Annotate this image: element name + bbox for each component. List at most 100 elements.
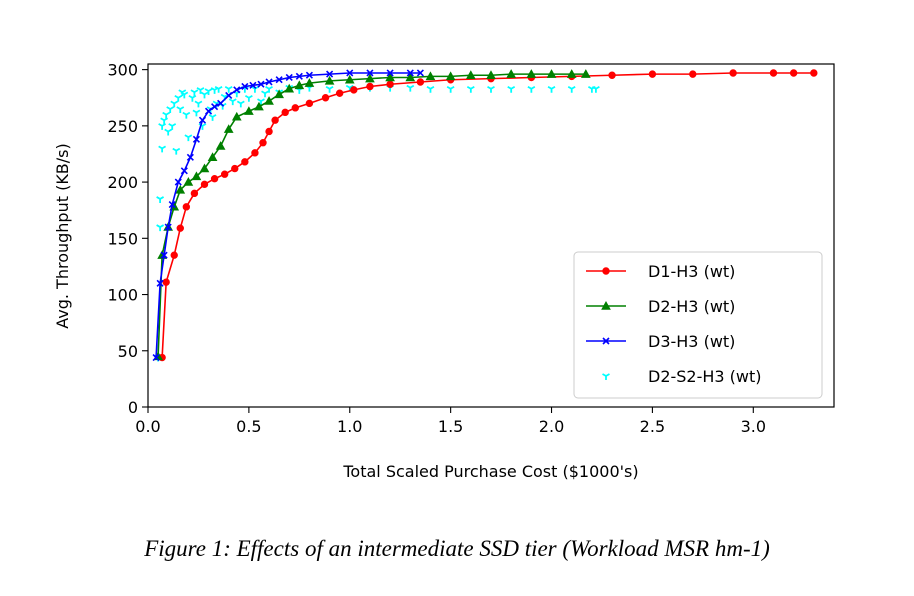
- data-point: [176, 106, 185, 113]
- data-point: [254, 101, 264, 111]
- data-point: [231, 164, 239, 173]
- legend-item: D3-H3 (wt): [586, 332, 735, 351]
- data-point: [506, 69, 517, 78]
- data-point: [192, 135, 200, 143]
- y-axis: 0 50 100 150 200 250 300: [107, 61, 148, 417]
- data-point: [168, 123, 177, 130]
- data-point: [385, 72, 395, 82]
- data-point: [648, 70, 657, 78]
- data-point: [326, 70, 334, 78]
- data-point: [188, 94, 197, 102]
- data-point: [526, 69, 537, 78]
- data-point: [172, 147, 181, 155]
- x-tick-label: 2.0: [539, 417, 564, 436]
- data-point: [160, 251, 168, 259]
- data-point: [182, 203, 191, 211]
- series-4: [154, 84, 600, 362]
- data-point: [244, 106, 254, 115]
- y-tick-label: 300: [107, 61, 138, 80]
- data-point: [156, 279, 164, 287]
- y-tick-label: 200: [107, 173, 138, 192]
- plot-frame: [147, 63, 835, 408]
- data-point: [200, 180, 209, 189]
- data-point: [204, 88, 213, 95]
- data-point: [162, 111, 171, 119]
- data-point: [295, 72, 303, 80]
- data-point: [580, 69, 591, 78]
- legend-marker: [601, 300, 611, 310]
- legend-marker: [602, 267, 610, 275]
- data-point: [180, 167, 188, 175]
- data-point: [183, 177, 194, 186]
- y-tick-label: 0: [128, 398, 138, 417]
- legend-item: D1-H3 (wt): [586, 262, 735, 281]
- data-point: [265, 85, 273, 93]
- data-point: [294, 80, 305, 90]
- data-point: [225, 91, 233, 100]
- data-point: [591, 85, 600, 93]
- data-point: [200, 91, 209, 99]
- series-2: [153, 69, 591, 361]
- data-point: [224, 85, 233, 93]
- data-point: [228, 98, 237, 106]
- data-point: [174, 178, 182, 186]
- y-tick-label: 250: [107, 117, 138, 136]
- plot-area: [152, 69, 818, 362]
- legend-label: D2-H3 (wt): [648, 297, 735, 316]
- data-point: [445, 71, 456, 81]
- data-point: [152, 353, 160, 362]
- data-point: [284, 83, 295, 93]
- data-point: [265, 127, 273, 136]
- data-point: [156, 224, 165, 232]
- data-point: [158, 123, 167, 130]
- data-point: [416, 78, 425, 86]
- series-line: [157, 73, 586, 357]
- data-point: [465, 70, 476, 79]
- data-point: [168, 201, 176, 209]
- series-1: [158, 69, 818, 362]
- data-point: [198, 116, 207, 124]
- data-point: [199, 163, 210, 173]
- legend-label: D3-H3 (wt): [648, 332, 735, 351]
- legend-item: D2-S2-H3 (wt): [602, 367, 762, 386]
- data-point: [170, 100, 179, 108]
- y-tick-label: 50: [118, 342, 138, 361]
- data-point: [174, 94, 183, 102]
- data-point: [305, 99, 314, 108]
- data-point: [729, 69, 737, 77]
- legend-marker: [602, 337, 610, 345]
- data-point: [546, 69, 557, 78]
- data-point: [271, 116, 279, 124]
- data-point: [164, 128, 173, 136]
- data-point: [446, 85, 455, 93]
- x-tick-label: 3.0: [741, 417, 766, 436]
- data-point: [567, 85, 576, 93]
- data-point: [233, 86, 241, 94]
- data-point: [190, 89, 199, 97]
- data-point: [281, 108, 289, 117]
- data-point: [346, 69, 354, 77]
- data-point: [257, 98, 265, 106]
- data-point: [175, 184, 186, 194]
- y-tick-label: 100: [107, 286, 138, 305]
- figure-caption: Figure 1: Effects of an intermediate SSD…: [144, 536, 770, 561]
- legend-label: D1-H3 (wt): [648, 262, 735, 281]
- x-axis-label: Total Scaled Purchase Cost ($1000's): [342, 462, 638, 481]
- data-point: [259, 139, 267, 147]
- data-point: [304, 78, 315, 87]
- data-point: [210, 175, 219, 183]
- data-point: [335, 89, 344, 97]
- data-point: [416, 69, 424, 77]
- x-tick-label: 2.5: [640, 417, 665, 436]
- data-point: [275, 76, 283, 84]
- data-point: [176, 224, 184, 232]
- data-point: [261, 90, 269, 98]
- data-point: [689, 70, 697, 78]
- x-axis: 0.0 0.5 1.0 1.5 2.0 2.5 3.0: [135, 407, 766, 436]
- data-point: [215, 141, 226, 150]
- data-point: [160, 117, 169, 125]
- data-point: [217, 99, 225, 107]
- data-point: [608, 71, 616, 79]
- data-point: [194, 100, 203, 108]
